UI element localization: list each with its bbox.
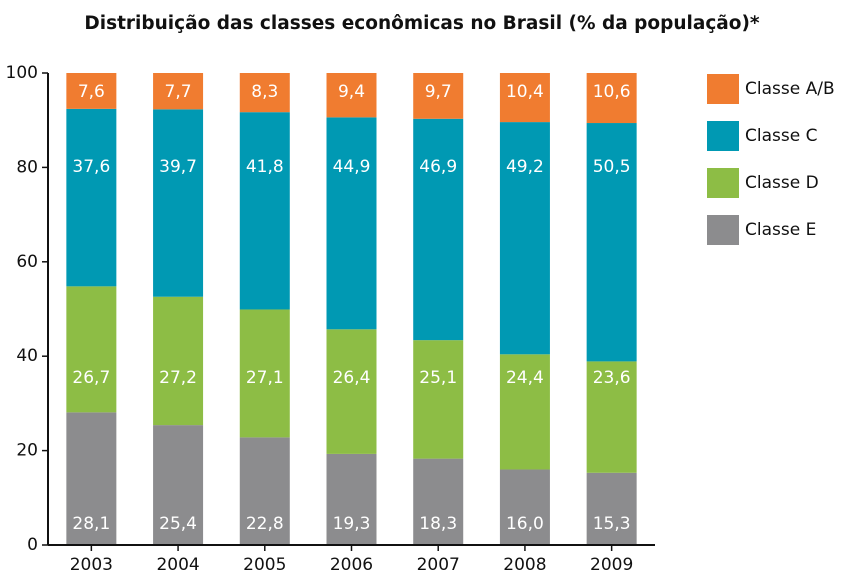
bar-segment bbox=[326, 117, 377, 330]
value-label: 37,6 bbox=[72, 157, 110, 177]
value-label: 10,6 bbox=[593, 82, 631, 102]
bar-segment bbox=[153, 425, 204, 545]
bar-segment bbox=[413, 73, 464, 119]
y-tick-label: 60 bbox=[16, 252, 38, 272]
value-label: 9,7 bbox=[425, 82, 452, 102]
value-label: 15,3 bbox=[593, 514, 631, 534]
value-label: 9,4 bbox=[338, 82, 365, 102]
value-label: 49,2 bbox=[506, 157, 544, 177]
bar-segment bbox=[239, 112, 290, 310]
value-label: 27,2 bbox=[159, 368, 197, 388]
value-label: 44,9 bbox=[333, 157, 371, 177]
bar-segment bbox=[413, 340, 464, 459]
bar-segment bbox=[239, 309, 290, 438]
legend-swatch bbox=[707, 74, 739, 104]
value-label: 41,8 bbox=[246, 157, 284, 177]
legend-label: Classe C bbox=[745, 126, 817, 146]
value-label: 25,4 bbox=[159, 514, 197, 534]
value-label: 26,4 bbox=[333, 368, 371, 388]
value-label: 27,1 bbox=[246, 368, 284, 388]
legend-label: Classe A/B bbox=[745, 79, 835, 99]
bar-segment bbox=[326, 329, 377, 454]
value-label: 23,6 bbox=[593, 368, 631, 388]
value-label: 18,3 bbox=[419, 514, 457, 534]
legend-swatch bbox=[707, 121, 739, 151]
value-label: 28,1 bbox=[72, 514, 110, 534]
bar-segment bbox=[66, 286, 117, 413]
bar-segment bbox=[586, 472, 637, 545]
value-label: 24,4 bbox=[506, 368, 544, 388]
bar-segment bbox=[66, 412, 117, 545]
y-tick-label: 40 bbox=[16, 346, 38, 366]
value-label: 19,3 bbox=[333, 514, 371, 534]
bar-segment bbox=[66, 73, 117, 109]
bar-segment bbox=[413, 458, 464, 545]
value-label: 8,3 bbox=[251, 82, 278, 102]
bar-segment bbox=[499, 354, 550, 470]
legend-label: Classe E bbox=[745, 220, 816, 240]
x-tick-label: 2004 bbox=[156, 555, 199, 575]
value-label: 26,7 bbox=[72, 368, 110, 388]
x-tick-label: 2009 bbox=[590, 555, 633, 575]
value-label: 10,4 bbox=[506, 82, 544, 102]
bar-segment bbox=[586, 361, 637, 473]
bar-segment bbox=[239, 437, 290, 545]
value-label: 50,5 bbox=[593, 157, 631, 177]
bar-segment bbox=[153, 296, 204, 426]
value-label: 7,6 bbox=[78, 82, 105, 102]
bar-segment bbox=[153, 73, 204, 110]
legend-swatch bbox=[707, 215, 739, 245]
y-tick-label: 80 bbox=[16, 157, 38, 177]
bar-segment bbox=[499, 469, 550, 545]
bar-segment bbox=[499, 122, 550, 355]
value-label: 39,7 bbox=[159, 157, 197, 177]
x-tick-label: 2008 bbox=[503, 555, 546, 575]
bar-segment bbox=[499, 73, 550, 123]
bar-segment bbox=[153, 109, 204, 297]
value-label: 22,8 bbox=[246, 514, 284, 534]
x-tick-label: 2003 bbox=[70, 555, 113, 575]
legend-label: Classe D bbox=[745, 173, 819, 193]
legend-swatch bbox=[707, 168, 739, 198]
x-tick-label: 2006 bbox=[330, 555, 373, 575]
y-tick-label: 100 bbox=[6, 63, 38, 83]
bar-segment bbox=[66, 108, 117, 287]
bar-segment bbox=[413, 118, 464, 341]
bar-segment bbox=[586, 73, 637, 124]
bar-segment bbox=[326, 453, 377, 545]
x-tick-label: 2007 bbox=[417, 555, 460, 575]
bar-segment bbox=[586, 123, 637, 362]
bar-segment bbox=[239, 73, 290, 113]
y-tick-label: 20 bbox=[16, 441, 38, 461]
value-label: 16,0 bbox=[506, 514, 544, 534]
y-tick-label: 0 bbox=[27, 535, 38, 555]
value-label: 7,7 bbox=[165, 82, 192, 102]
x-tick-label: 2005 bbox=[243, 555, 286, 575]
value-label: 25,1 bbox=[419, 368, 457, 388]
bar-segment bbox=[326, 73, 377, 118]
chart-title: Distribuição das classes econômicas no B… bbox=[84, 13, 760, 34]
value-label: 46,9 bbox=[419, 157, 457, 177]
